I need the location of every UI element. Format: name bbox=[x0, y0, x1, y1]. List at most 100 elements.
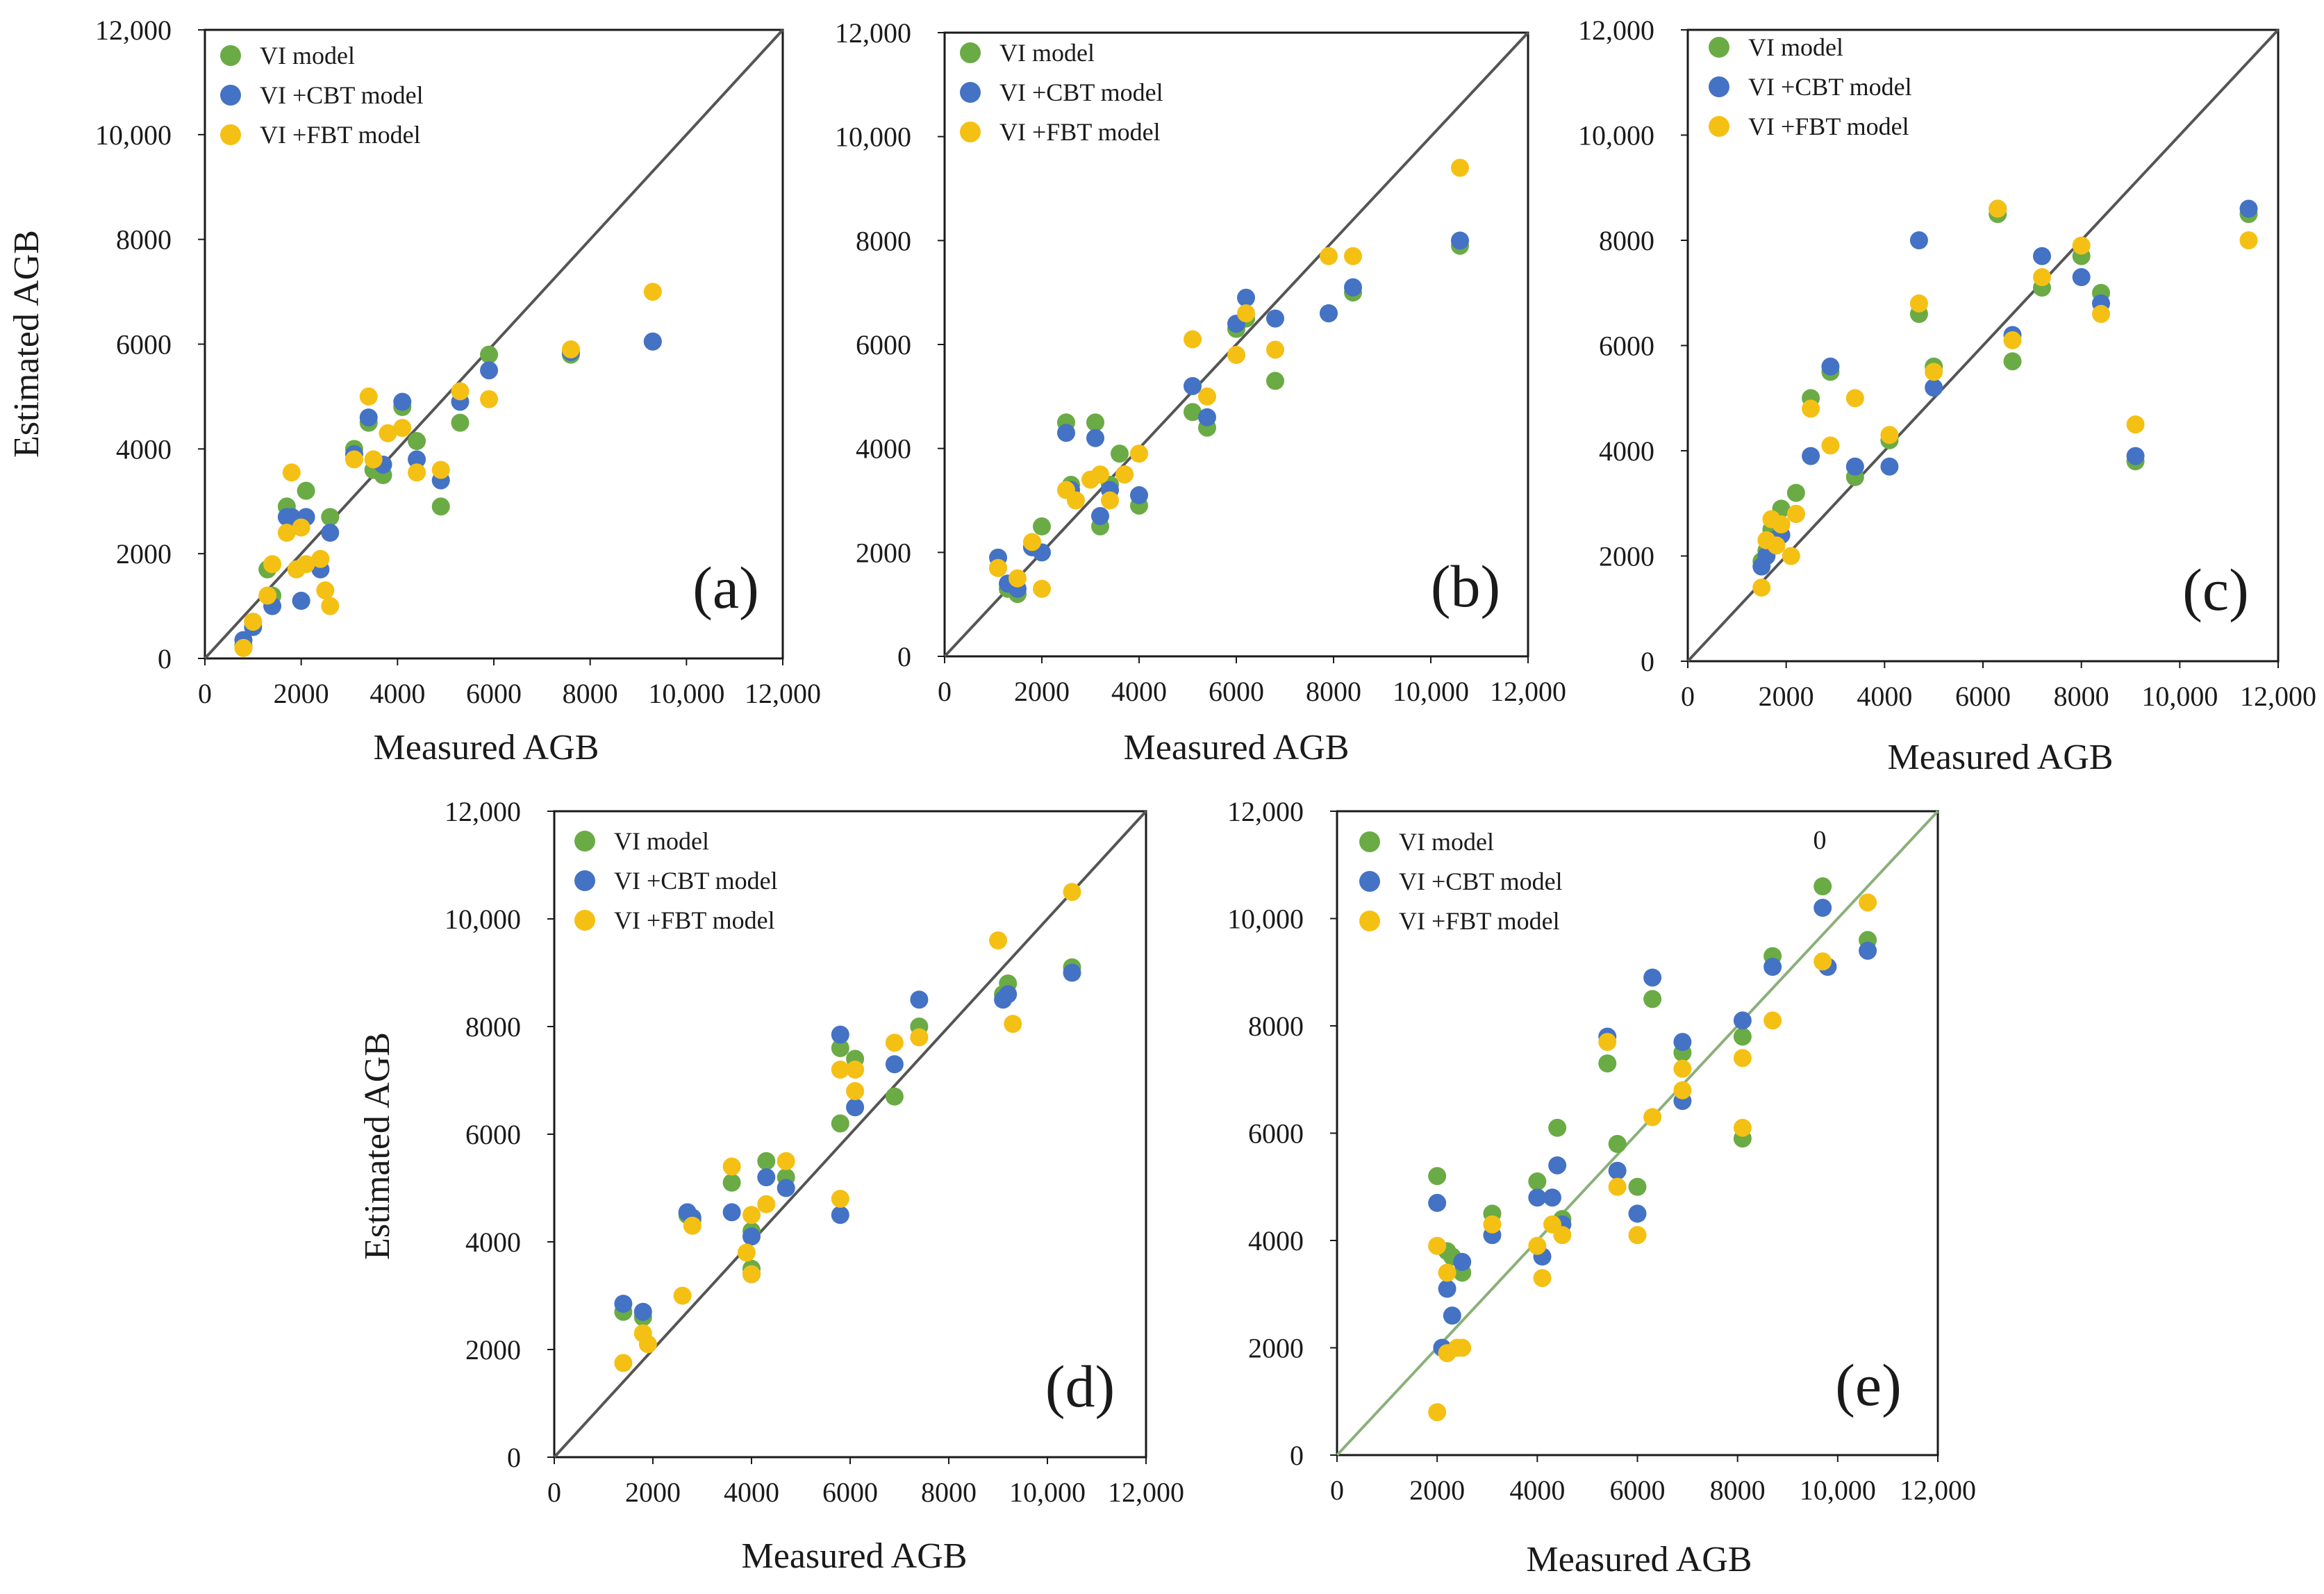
data-point-fbt bbox=[1859, 893, 1877, 912]
legend-label-cbt: VI +CBT model bbox=[1748, 73, 1912, 101]
legend-marker-fbt bbox=[960, 122, 981, 142]
legend-label-fbt: VI +FBT model bbox=[614, 906, 775, 934]
y-tick-label: 12,000 bbox=[445, 796, 521, 827]
data-point-fbt bbox=[742, 1265, 761, 1284]
annotation-text: 0 bbox=[1813, 826, 1827, 855]
data-point-fbt bbox=[1673, 1081, 1692, 1099]
x-tick-label: 4000 bbox=[1857, 681, 1912, 712]
data-point-cbt bbox=[1733, 1011, 1752, 1030]
data-point-fbt bbox=[2092, 305, 2110, 324]
data-point-fbt bbox=[1483, 1215, 1502, 1234]
data-point-fbt bbox=[1004, 1015, 1022, 1033]
data-point-fbt bbox=[1438, 1263, 1456, 1282]
data-point-fbt bbox=[989, 931, 1007, 949]
legend-label-cbt: VI +CBT model bbox=[999, 78, 1163, 106]
data-point-cbt bbox=[1184, 376, 1202, 395]
legend: VI model VI +CBT model VI +FBT model bbox=[1359, 828, 1563, 935]
x-tick-label: 12,000 bbox=[2240, 681, 2316, 712]
x-tick-label: 4000 bbox=[1509, 1475, 1565, 1506]
data-point-vi bbox=[885, 1087, 904, 1106]
series-fbt bbox=[989, 158, 1469, 598]
data-point-fbt bbox=[1608, 1177, 1627, 1196]
data-point-cbt bbox=[1428, 1193, 1447, 1212]
data-point-fbt bbox=[431, 460, 450, 479]
data-point-fbt bbox=[1115, 465, 1134, 484]
legend-label-vi: VI model bbox=[999, 39, 1095, 67]
chart-panel-d: 00 2000 2000 4000 4000 6000 6000 8000 8000 10,000… bbox=[358, 796, 1184, 1576]
series-cbt bbox=[234, 332, 662, 649]
y-tick-label: 0 bbox=[158, 643, 172, 674]
data-point-cbt bbox=[1880, 457, 1899, 476]
y-tick-label: 12,000 bbox=[1227, 796, 1304, 827]
x-tick-label: 6000 bbox=[1955, 681, 2011, 712]
y-tick-label: 4000 bbox=[1248, 1225, 1304, 1256]
data-point-fbt bbox=[282, 463, 301, 482]
chart-panel-c: 00 2000 2000 4000 4000 6000 6000 8000 8000 10,000… bbox=[1578, 15, 2316, 777]
x-tick-label: 4000 bbox=[724, 1477, 779, 1508]
panel-label: (b) bbox=[1431, 553, 1500, 620]
y-axis-title: Estimated AGB bbox=[7, 230, 47, 458]
data-point-fbt bbox=[1821, 436, 1840, 455]
data-point-fbt bbox=[1553, 1226, 1572, 1245]
data-point-cbt bbox=[359, 408, 378, 427]
data-point-vi bbox=[1598, 1054, 1617, 1073]
data-point-fbt bbox=[1772, 515, 1791, 534]
panel-label: (e) bbox=[1835, 1352, 1901, 1418]
data-point-fbt bbox=[561, 340, 580, 359]
data-point-fbt bbox=[2003, 331, 2022, 349]
x-tick-label: 10,000 bbox=[1393, 676, 1469, 707]
data-point-fbt bbox=[1802, 399, 1820, 418]
data-point-cbt bbox=[1608, 1161, 1627, 1180]
data-point-cbt bbox=[1086, 429, 1104, 447]
data-point-cbt bbox=[1628, 1204, 1647, 1223]
data-point-fbt bbox=[364, 450, 383, 469]
series-fbt bbox=[1752, 199, 2258, 597]
x-tick-label: 6000 bbox=[822, 1477, 878, 1508]
data-point-fbt bbox=[1813, 952, 1832, 971]
x-tick-label: 10,000 bbox=[648, 678, 724, 709]
data-point-fbt bbox=[1533, 1269, 1552, 1288]
x-tick-label: 4000 bbox=[370, 678, 425, 709]
data-point-fbt bbox=[244, 613, 263, 631]
series-vi bbox=[1752, 205, 2258, 571]
y-tick-label: 2000 bbox=[465, 1334, 521, 1365]
data-point-fbt bbox=[846, 1082, 865, 1100]
y-tick-label: 8000 bbox=[465, 1011, 521, 1043]
x-tick-label: 0 bbox=[1330, 1475, 1344, 1506]
data-point-fbt bbox=[910, 1028, 929, 1047]
data-point-vi bbox=[1786, 483, 1805, 502]
data-point-vi bbox=[451, 413, 470, 432]
data-point-fbt bbox=[831, 1061, 849, 1079]
data-point-cbt bbox=[1859, 941, 1877, 960]
data-point-fbt bbox=[1428, 1403, 1447, 1422]
legend-marker-vi bbox=[1709, 37, 1729, 58]
data-point-fbt bbox=[234, 638, 253, 657]
data-point-cbt bbox=[999, 985, 1018, 1004]
x-tick-label: 2000 bbox=[1014, 676, 1070, 707]
y-tick-label: 4000 bbox=[116, 433, 172, 465]
legend-marker-cbt bbox=[1709, 76, 1729, 97]
data-point-fbt bbox=[1733, 1118, 1752, 1137]
y-tick-label: 12,000 bbox=[1578, 15, 1654, 46]
x-tick-label: 2000 bbox=[625, 1477, 681, 1508]
data-point-fbt bbox=[673, 1286, 692, 1305]
data-point-cbt bbox=[1543, 1188, 1561, 1207]
data-point-fbt bbox=[1130, 445, 1148, 463]
data-point-fbt bbox=[1752, 578, 1771, 597]
x-tick-label: 10,000 bbox=[1009, 1477, 1086, 1508]
data-point-vi bbox=[1528, 1172, 1547, 1191]
y-tick-label: 8000 bbox=[856, 225, 911, 256]
data-point-cbt bbox=[1673, 1033, 1692, 1052]
data-point-vi bbox=[1184, 403, 1202, 422]
data-point-fbt bbox=[643, 283, 662, 301]
x-tick-label: 0 bbox=[1681, 681, 1695, 712]
data-point-fbt bbox=[1101, 491, 1119, 510]
data-point-cbt bbox=[1057, 424, 1075, 442]
data-point-cbt bbox=[480, 361, 499, 380]
data-point-fbt bbox=[831, 1190, 849, 1208]
y-tick-label: 0 bbox=[507, 1442, 521, 1473]
x-tick-label: 2000 bbox=[274, 678, 329, 709]
legend: VI model VI +CBT model VI +FBT model bbox=[960, 39, 1163, 146]
data-point-vi bbox=[297, 481, 315, 500]
legend-marker-vi bbox=[1359, 831, 1380, 852]
